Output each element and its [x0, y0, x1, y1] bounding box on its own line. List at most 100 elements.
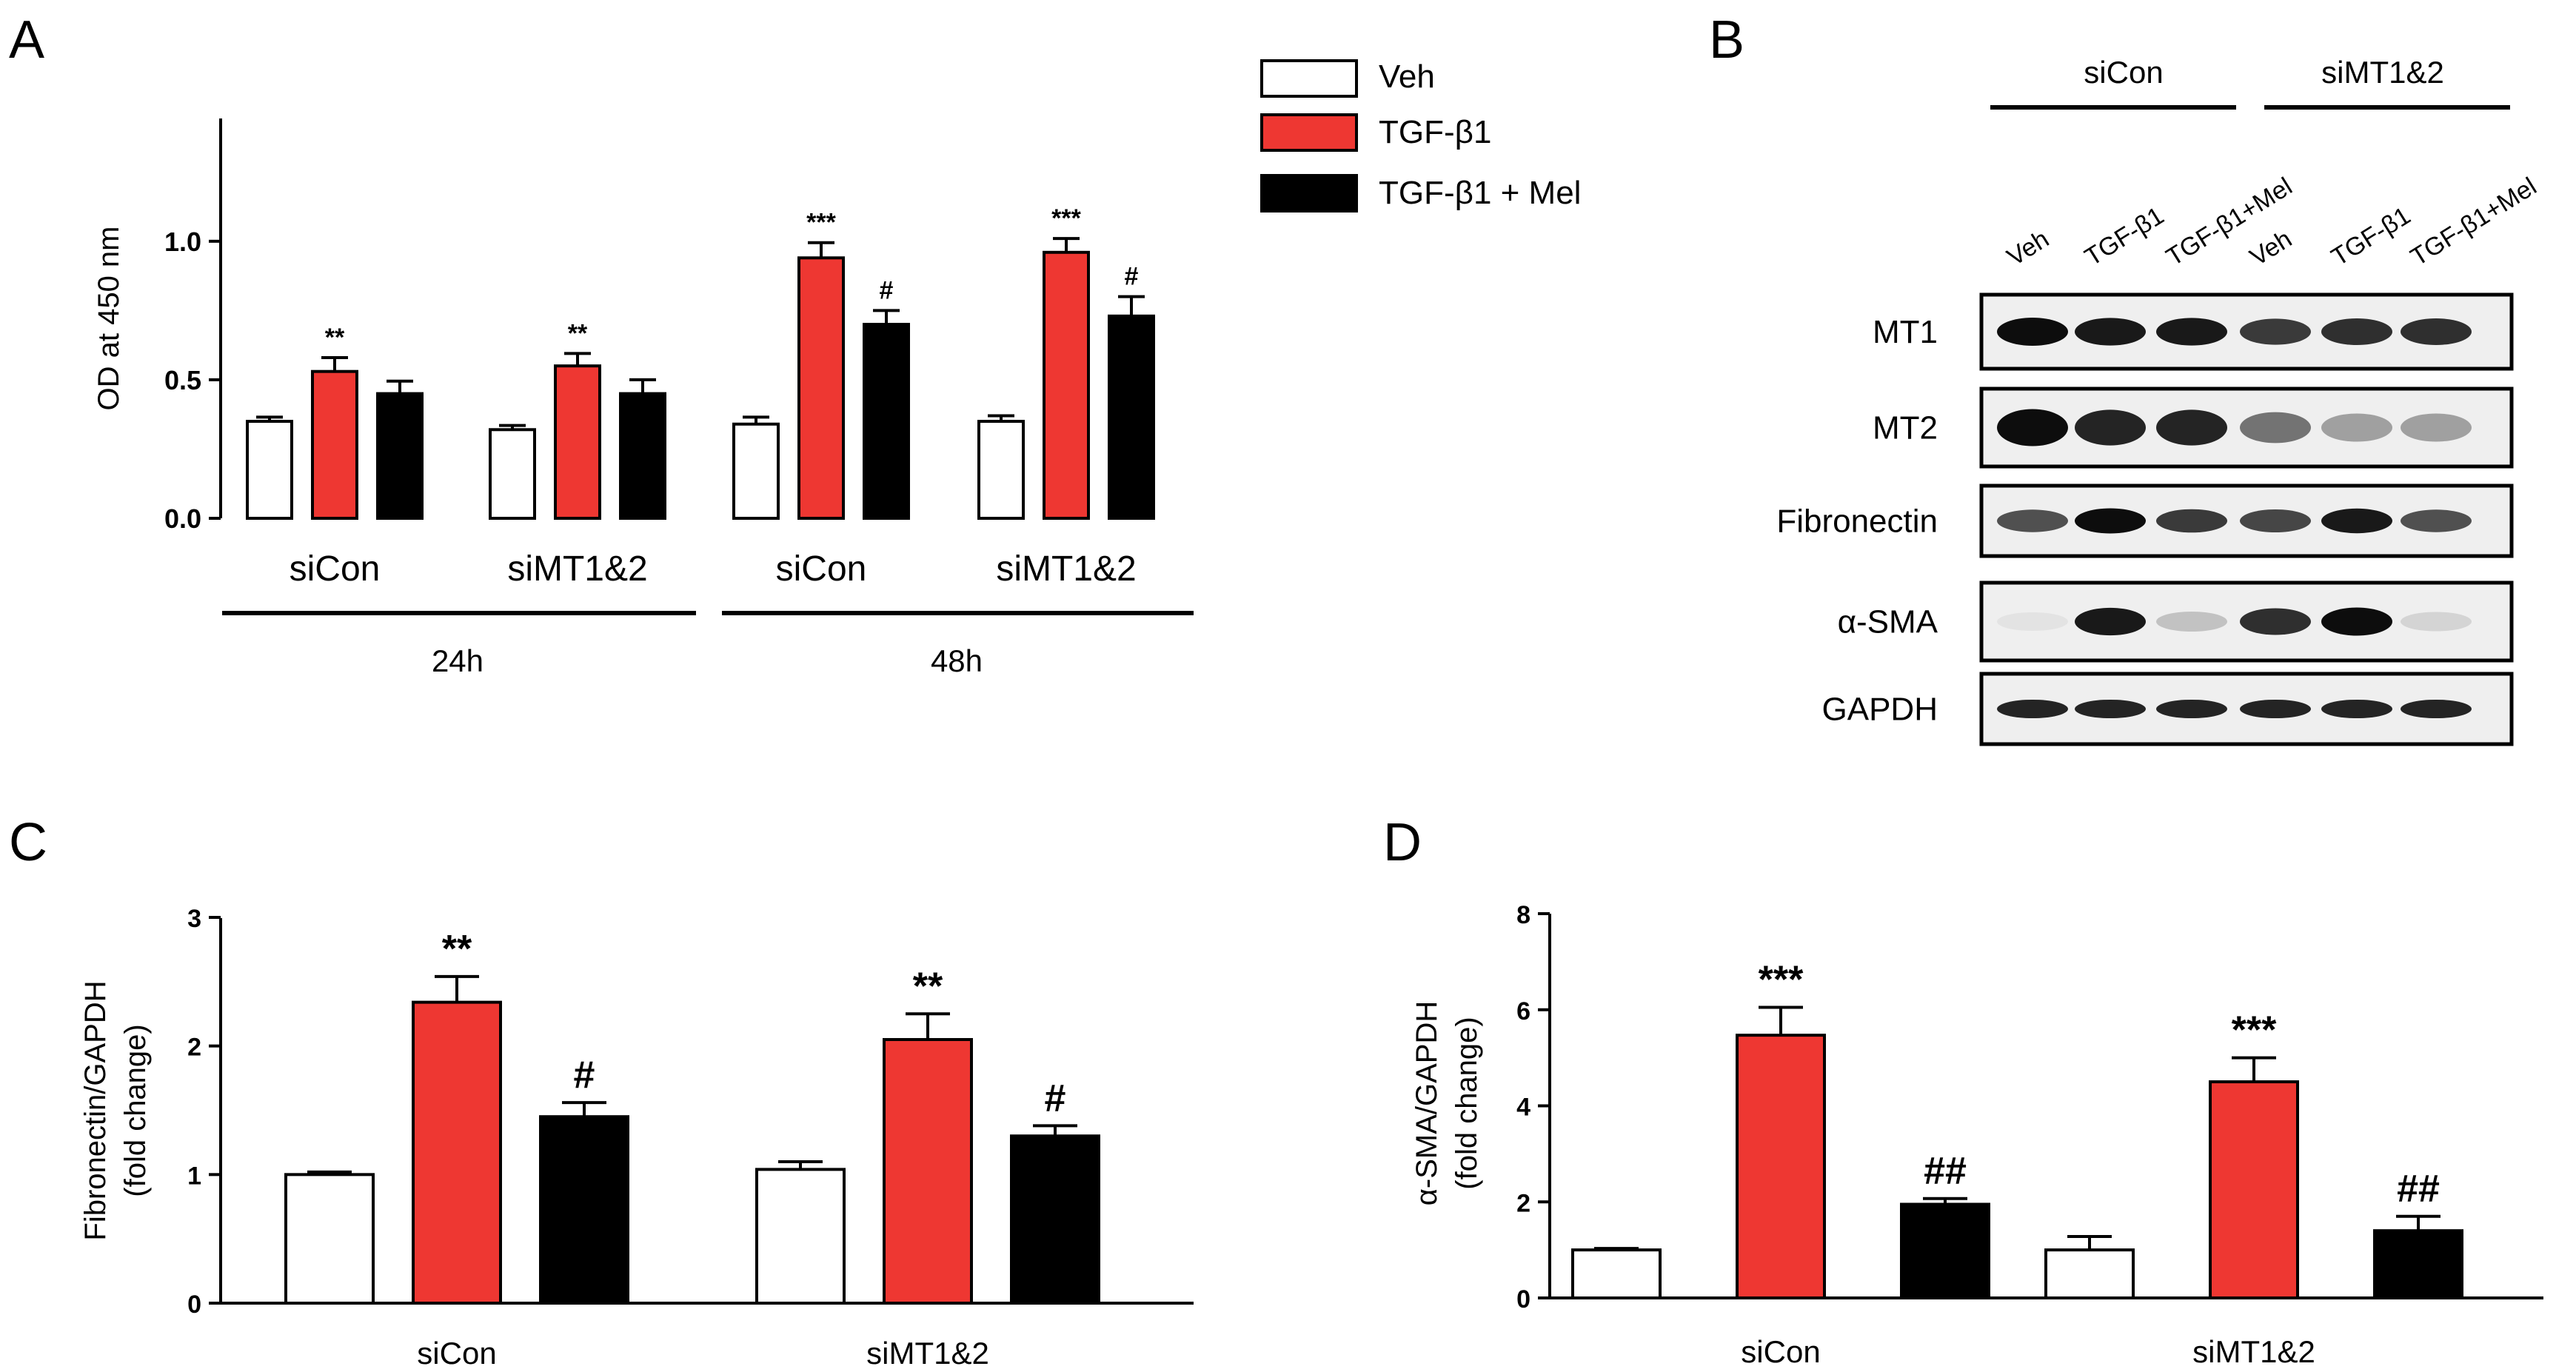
panel-c-letter: C [9, 813, 47, 872]
chart-c-bar [539, 1115, 629, 1305]
legend-label-mel: TGF-β1 + Mel [1379, 175, 1581, 211]
legend-swatch-veh [1260, 59, 1358, 98]
chart-a-ytick-label: 0.5 [164, 365, 201, 395]
panel-b-letter: B [1709, 10, 1744, 70]
blot-band [2240, 318, 2311, 345]
chart-a-bar [489, 428, 536, 520]
chart-a-bar [554, 364, 601, 521]
chart-d-bar [2373, 1229, 2463, 1300]
blot-lane-label: TGF-β1+Mel [2406, 173, 2541, 272]
blot-lane-label: Veh [2002, 224, 2054, 271]
chart-c-category-label: siMT1&2 [866, 1336, 989, 1371]
chart-c: Fibronectin/GAPDH (fold change) 0 1 2 3 ** #… [79, 905, 1194, 1371]
chart-a: OD at 450 nm 0.00.51.0 ** *****#***# siCo… [93, 118, 1194, 678]
chart-c-sig-label: ** [913, 965, 943, 1008]
chart-d-ytick-label: 0 [1516, 1285, 1530, 1314]
blot-row-label: α-SMA [1838, 604, 1938, 640]
blot-row-label: GAPDH [1822, 692, 1938, 728]
blot-band [2156, 509, 2227, 533]
blot-band [1997, 699, 2068, 719]
chart-c-category-label: siCon [417, 1336, 496, 1371]
blot-band [2156, 611, 2227, 632]
blot-row-label: MT2 [1873, 410, 1938, 446]
panel-a-letter: A [9, 10, 44, 70]
chart-c-bar [883, 1037, 973, 1305]
chart-c-ylabel: Fibronectin/GAPDH [79, 980, 112, 1240]
legend-swatch-mel [1260, 174, 1358, 213]
blot-lane-label: TGF-β1 [2326, 201, 2415, 272]
blot-band [2075, 508, 2146, 534]
chart-c-bar [284, 1173, 375, 1305]
chart-d-sig-label: *** [2232, 1009, 2277, 1052]
chart-d: α-SMA/GAPDH (fold change) 0 2 4 6 8 *** ## ***… [1411, 901, 2543, 1369]
chart-a-sig-label: *** [806, 209, 836, 237]
chart-a-sig-label: # [1125, 263, 1139, 291]
blot-band [1997, 612, 2068, 632]
chart-a-sig-label: *** [1051, 204, 1081, 232]
chart-c-ytick-label: 3 [187, 905, 201, 933]
chart-a-category-label: siMT1&2 [507, 549, 647, 589]
chart-d-category-label: siMT1&2 [2192, 1334, 2315, 1369]
blot-band [1997, 409, 2068, 446]
blot-band [2401, 699, 2472, 719]
chart-a-category-label: siCon [776, 549, 867, 589]
blot-row-label: Fibronectin [1776, 503, 1938, 540]
chart-c-sig-label: # [574, 1054, 595, 1097]
panel-d-letter: D [1383, 813, 1422, 872]
chart-c-ytick-label: 1 [187, 1162, 201, 1190]
blot-band [2401, 509, 2472, 532]
blot-row-label: MT1 [1873, 314, 1938, 350]
blot-band [2075, 409, 2146, 446]
blot-band [2321, 413, 2392, 442]
blot-band [2401, 413, 2472, 442]
chart-a-category-label: siMT1&2 [996, 549, 1136, 589]
chart-d-bar [2209, 1080, 2299, 1299]
chart-c-sig-label: ** [442, 928, 472, 971]
chart-a-bar [619, 392, 666, 520]
blot-band [2075, 318, 2146, 346]
chart-d-bar [1900, 1202, 1990, 1300]
blot-group-label-simt: siMT1&2 [2321, 55, 2444, 90]
blot-band [1997, 318, 2068, 346]
chart-a-category-label: siCon [290, 549, 381, 589]
chart-d-sig-label: ## [1924, 1150, 1967, 1193]
chart-c-ylabel2: (fold change) [119, 1024, 152, 1197]
chart-c-bar [1010, 1134, 1100, 1305]
chart-a-sig-label: # [880, 276, 894, 304]
blot-row: GAPDH [1822, 672, 2514, 746]
blot-band [2156, 699, 2227, 719]
blot-band [2075, 607, 2146, 636]
chart-d-category-label: siCon [1741, 1334, 1820, 1369]
blot-band [2156, 409, 2227, 446]
blot-lane-label: TGF-β1 [2080, 201, 2169, 272]
blot-row: α-SMA [1838, 580, 2514, 663]
chart-d-bar [2044, 1248, 2135, 1299]
blot-band [2401, 318, 2472, 345]
chart-a-group-label-24h: 24h [432, 643, 484, 678]
blot-band [2075, 699, 2146, 719]
chart-a-bar [376, 392, 424, 520]
chart-c-sig-label: # [1045, 1077, 1066, 1120]
chart-a-bar [863, 323, 910, 520]
chart-a-bar [797, 256, 845, 520]
chart-d-sig-label: ## [2397, 1168, 2440, 1211]
blot-band [2240, 509, 2311, 532]
chart-d-ytick-label: 6 [1516, 997, 1530, 1025]
chart-a-bar [977, 420, 1025, 521]
chart-d-ytick-label: 8 [1516, 901, 1530, 929]
blot-band [2321, 607, 2392, 636]
chart-a-bar [1108, 314, 1155, 520]
chart-a-ytick-label: 0.0 [164, 503, 201, 534]
blot-band [2321, 699, 2392, 719]
blot-row: Fibronectin [1776, 483, 2514, 558]
blot-row: MT1 [1873, 292, 2514, 371]
blot-band [2401, 612, 2472, 632]
chart-d-ylabel: α-SMA/GAPDH [1411, 1001, 1443, 1205]
blot-band [2240, 412, 2311, 444]
chart-d-ytick-label: 2 [1516, 1189, 1530, 1217]
chart-d-bar [1571, 1248, 1662, 1299]
chart-c-ytick-label: 0 [187, 1291, 201, 1319]
blot-band [2240, 699, 2311, 719]
